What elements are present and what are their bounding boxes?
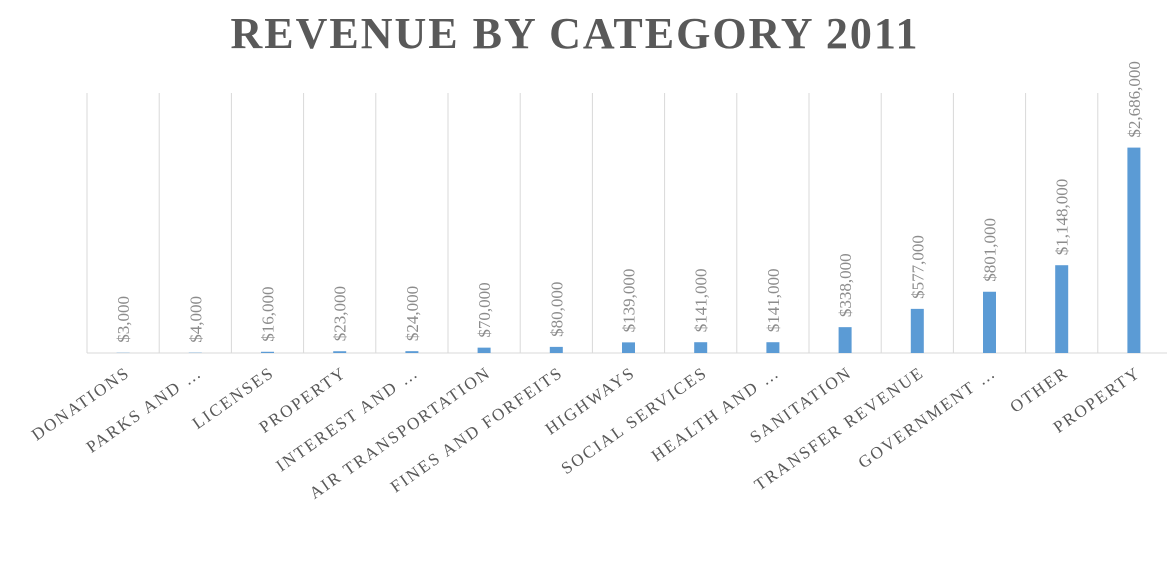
value-label: $2,686,000	[1125, 61, 1144, 138]
bar	[549, 346, 563, 353]
bar	[694, 342, 708, 353]
value-label: $1,148,000	[1053, 179, 1072, 256]
value-label: $16,000	[259, 287, 278, 342]
bar	[622, 342, 635, 353]
bar	[983, 291, 996, 353]
value-label: $23,000	[331, 286, 350, 341]
x-tick-label: HEALTH AND …	[648, 363, 783, 466]
value-label: $4,000	[186, 296, 205, 343]
value-label: $577,000	[908, 235, 927, 299]
chart-title: REVENUE BY CATEGORY 2011	[230, 9, 919, 58]
value-label: $141,000	[692, 268, 711, 332]
bar	[1127, 147, 1141, 353]
value-label: $141,000	[764, 268, 783, 332]
value-label: $3,000	[114, 296, 133, 343]
bar	[333, 351, 347, 353]
value-label: $80,000	[547, 282, 566, 337]
value-label: $24,000	[403, 286, 422, 341]
bar	[910, 308, 924, 353]
bar	[477, 347, 491, 353]
bar	[838, 327, 852, 353]
value-label: $139,000	[620, 269, 639, 333]
bar	[405, 351, 419, 353]
x-tick-label: OTHER	[1006, 363, 1072, 417]
value-label: $338,000	[836, 253, 855, 317]
value-label: $70,000	[475, 282, 494, 337]
x-tick-label: GOVERNMENT …	[855, 363, 1000, 473]
bar	[766, 342, 780, 353]
bar	[1055, 265, 1069, 353]
value-label: $801,000	[981, 218, 1000, 282]
bar	[261, 351, 274, 353]
